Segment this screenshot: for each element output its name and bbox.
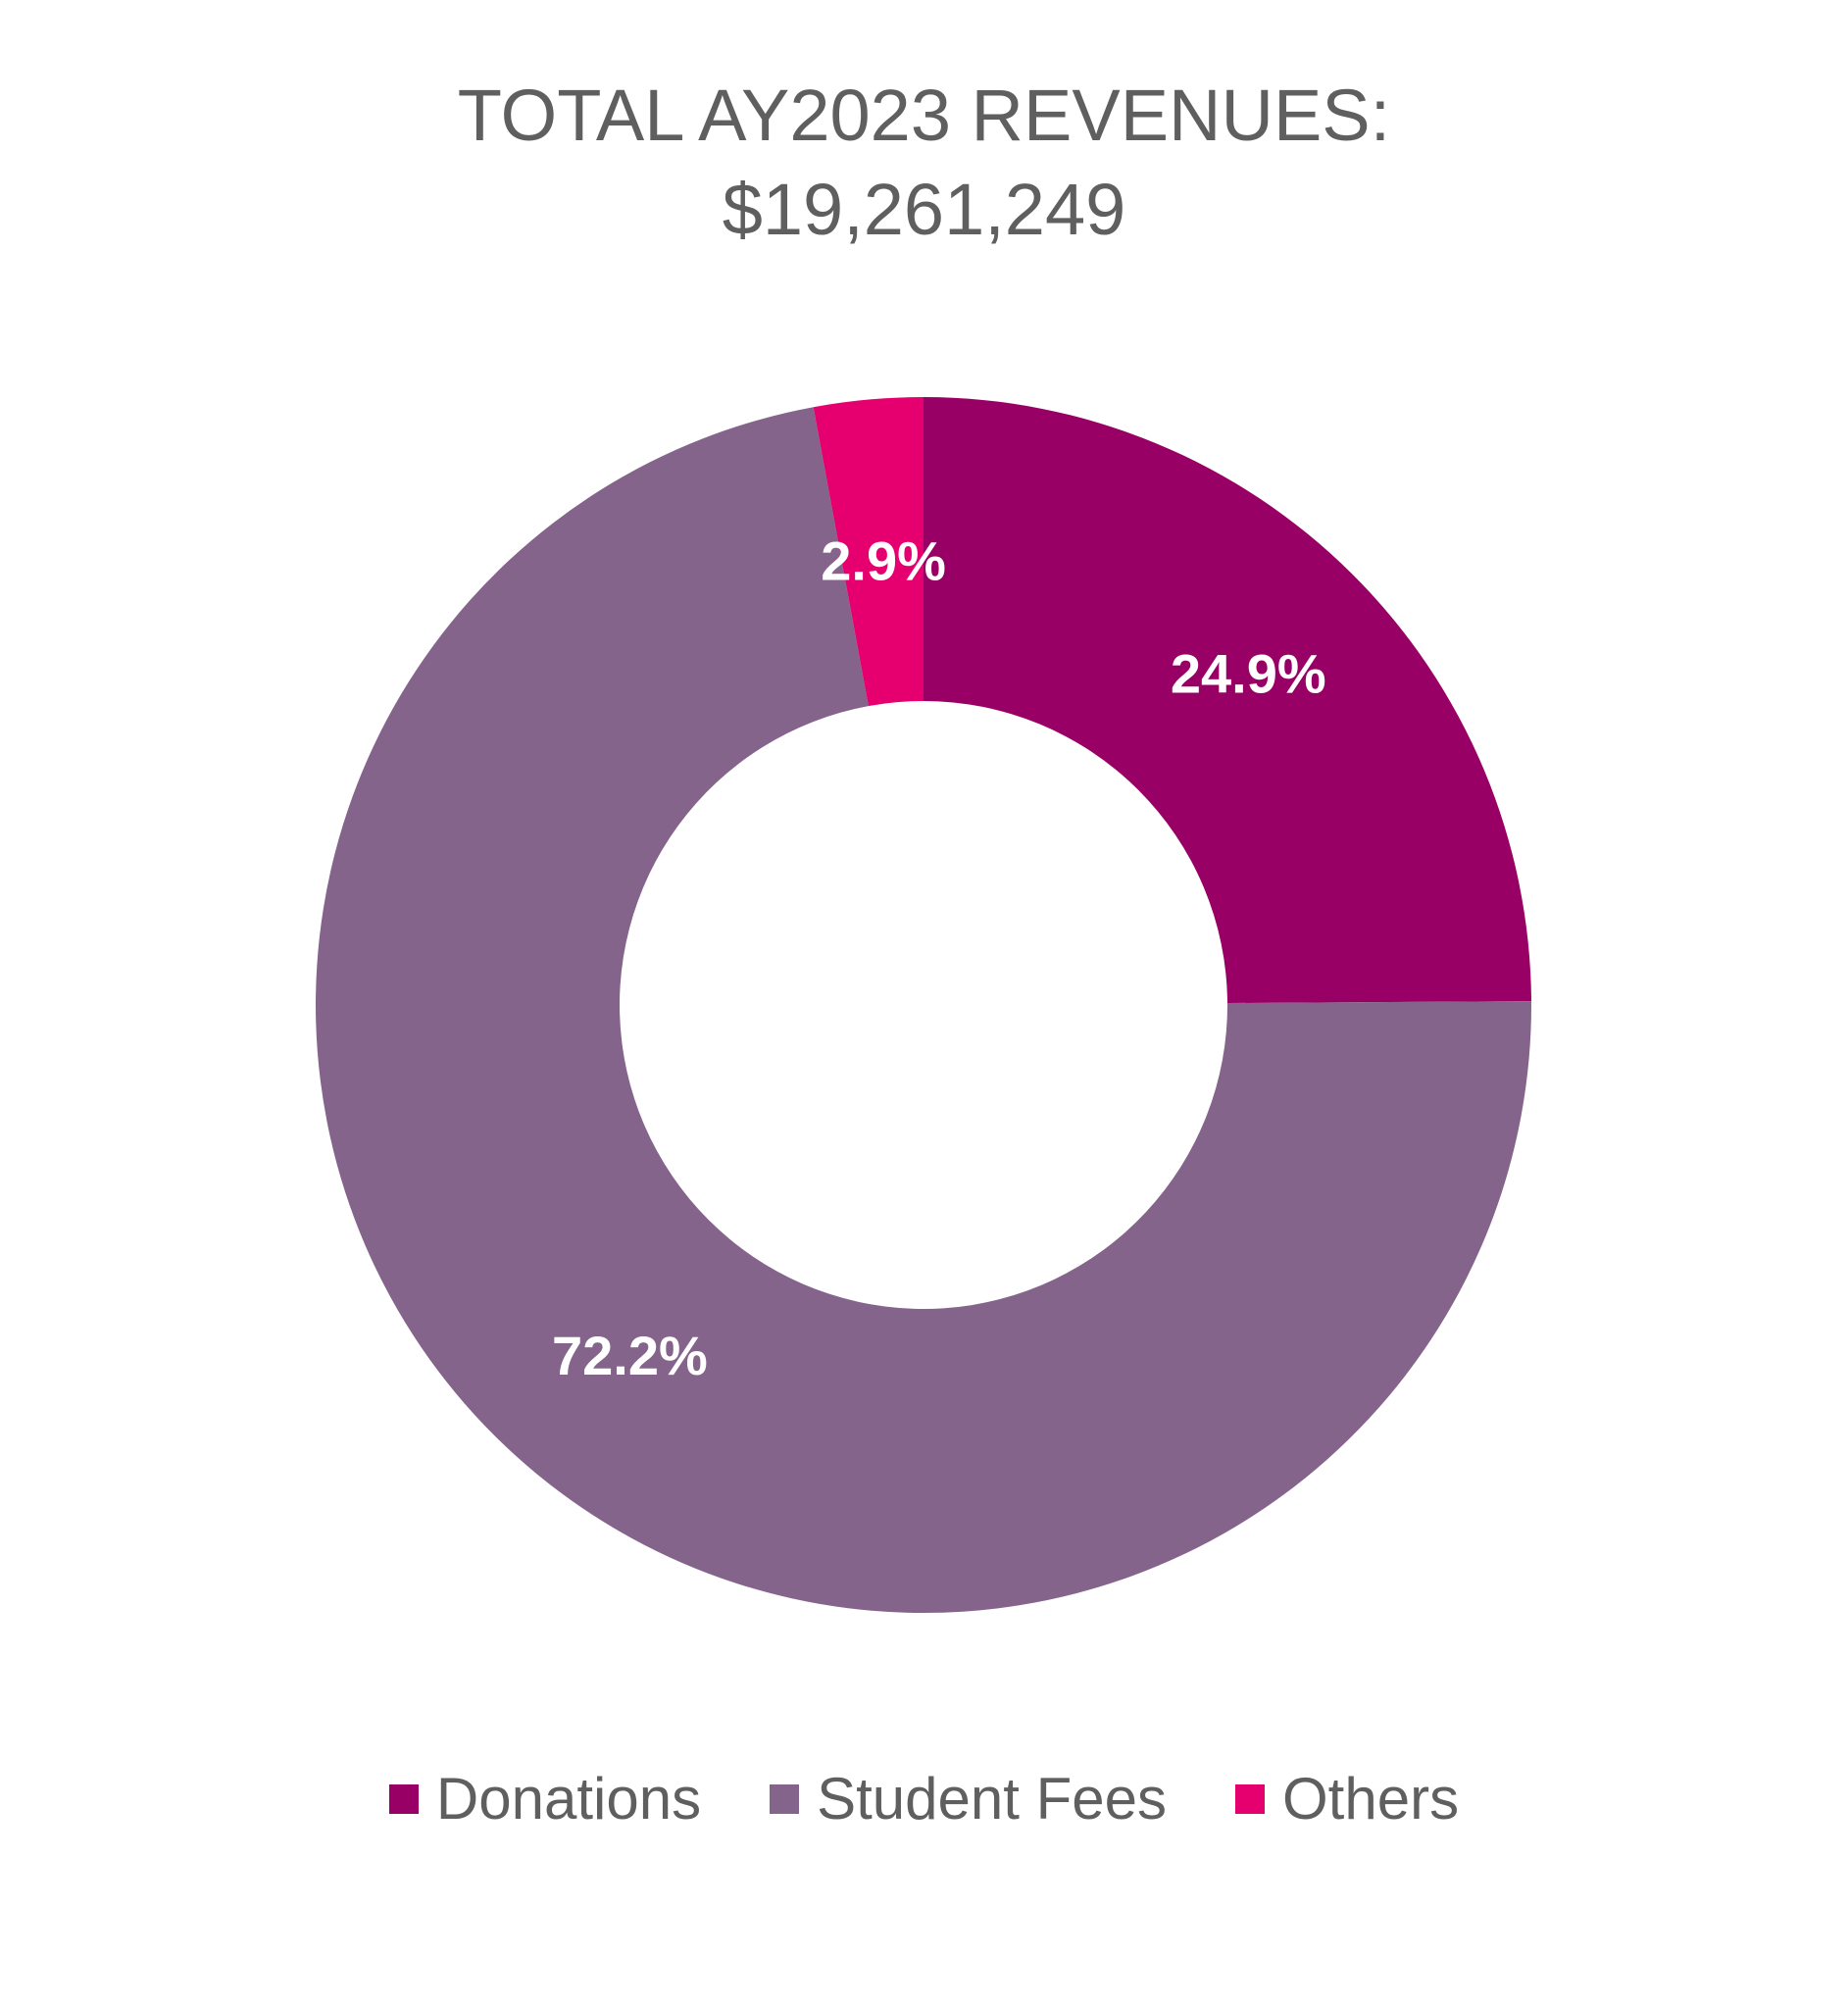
legend-item-student-fees: Student Fees xyxy=(770,1765,1167,1832)
chart-title-line-1: TOTAL AY2023 REVENUES: xyxy=(457,75,1391,156)
legend-swatch-others xyxy=(1235,1783,1266,1814)
legend-label-donations: Donations xyxy=(435,1766,702,1832)
chart-title-line-2: $19,261,249 xyxy=(722,169,1126,250)
slice-others xyxy=(813,397,924,707)
chart-title: TOTAL AY2023 REVENUES: $19,261,249 xyxy=(0,69,1848,257)
data-label-donations: 24.9% xyxy=(1171,642,1326,704)
slice-student-fees xyxy=(316,407,1531,1614)
data-label-others: 2.9% xyxy=(821,530,946,592)
legend-item-donations: Donations xyxy=(388,1765,702,1832)
chart-legend: Donations Student Fees Others xyxy=(0,1765,1848,1832)
data-label-student-fees: 72.2% xyxy=(552,1325,708,1386)
legend-item-others: Others xyxy=(1235,1765,1459,1832)
slice-donations xyxy=(924,397,1531,1004)
legend-swatch-donations xyxy=(388,1783,419,1814)
legend-label-others: Others xyxy=(1282,1766,1460,1832)
legend-label-student-fees: Student Fees xyxy=(817,1766,1168,1832)
legend-swatch-student-fees xyxy=(770,1783,800,1814)
